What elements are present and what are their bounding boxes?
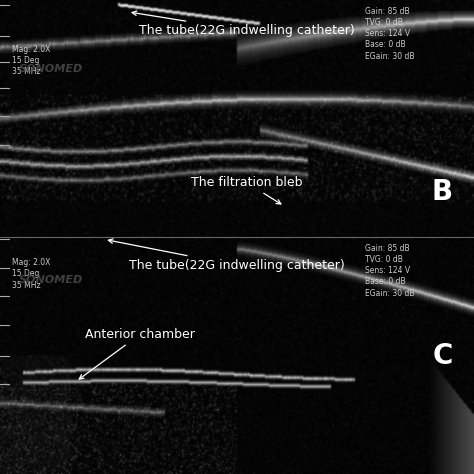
Text: The filtration bleb: The filtration bleb: [191, 176, 302, 204]
Text: SONOMED: SONOMED: [19, 64, 83, 74]
Text: C: C: [432, 341, 453, 370]
Text: SONOMED: SONOMED: [19, 274, 83, 285]
Text: Mag: 2.0X
15 Deg
35 MHz: Mag: 2.0X 15 Deg 35 MHz: [12, 258, 50, 290]
Text: B: B: [431, 178, 453, 206]
Text: The tube(22G indwelling catheter): The tube(22G indwelling catheter): [132, 11, 355, 37]
Text: Mag: 2.0X
15 Deg
35 MHz: Mag: 2.0X 15 Deg 35 MHz: [12, 45, 50, 76]
Text: Gain: 85 dB
TVG: 0 dB
Sens: 124 V
Base: 0 dB
EGain: 30 dB: Gain: 85 dB TVG: 0 dB Sens: 124 V Base: …: [365, 7, 414, 61]
Text: Anterior chamber: Anterior chamber: [79, 328, 195, 379]
Text: Gain: 85 dB
TVG: 0 dB
Sens: 124 V
Base: 0 dB
EGain: 30 dB: Gain: 85 dB TVG: 0 dB Sens: 124 V Base: …: [365, 244, 414, 298]
Text: The tube(22G indwelling catheter): The tube(22G indwelling catheter): [109, 239, 345, 272]
